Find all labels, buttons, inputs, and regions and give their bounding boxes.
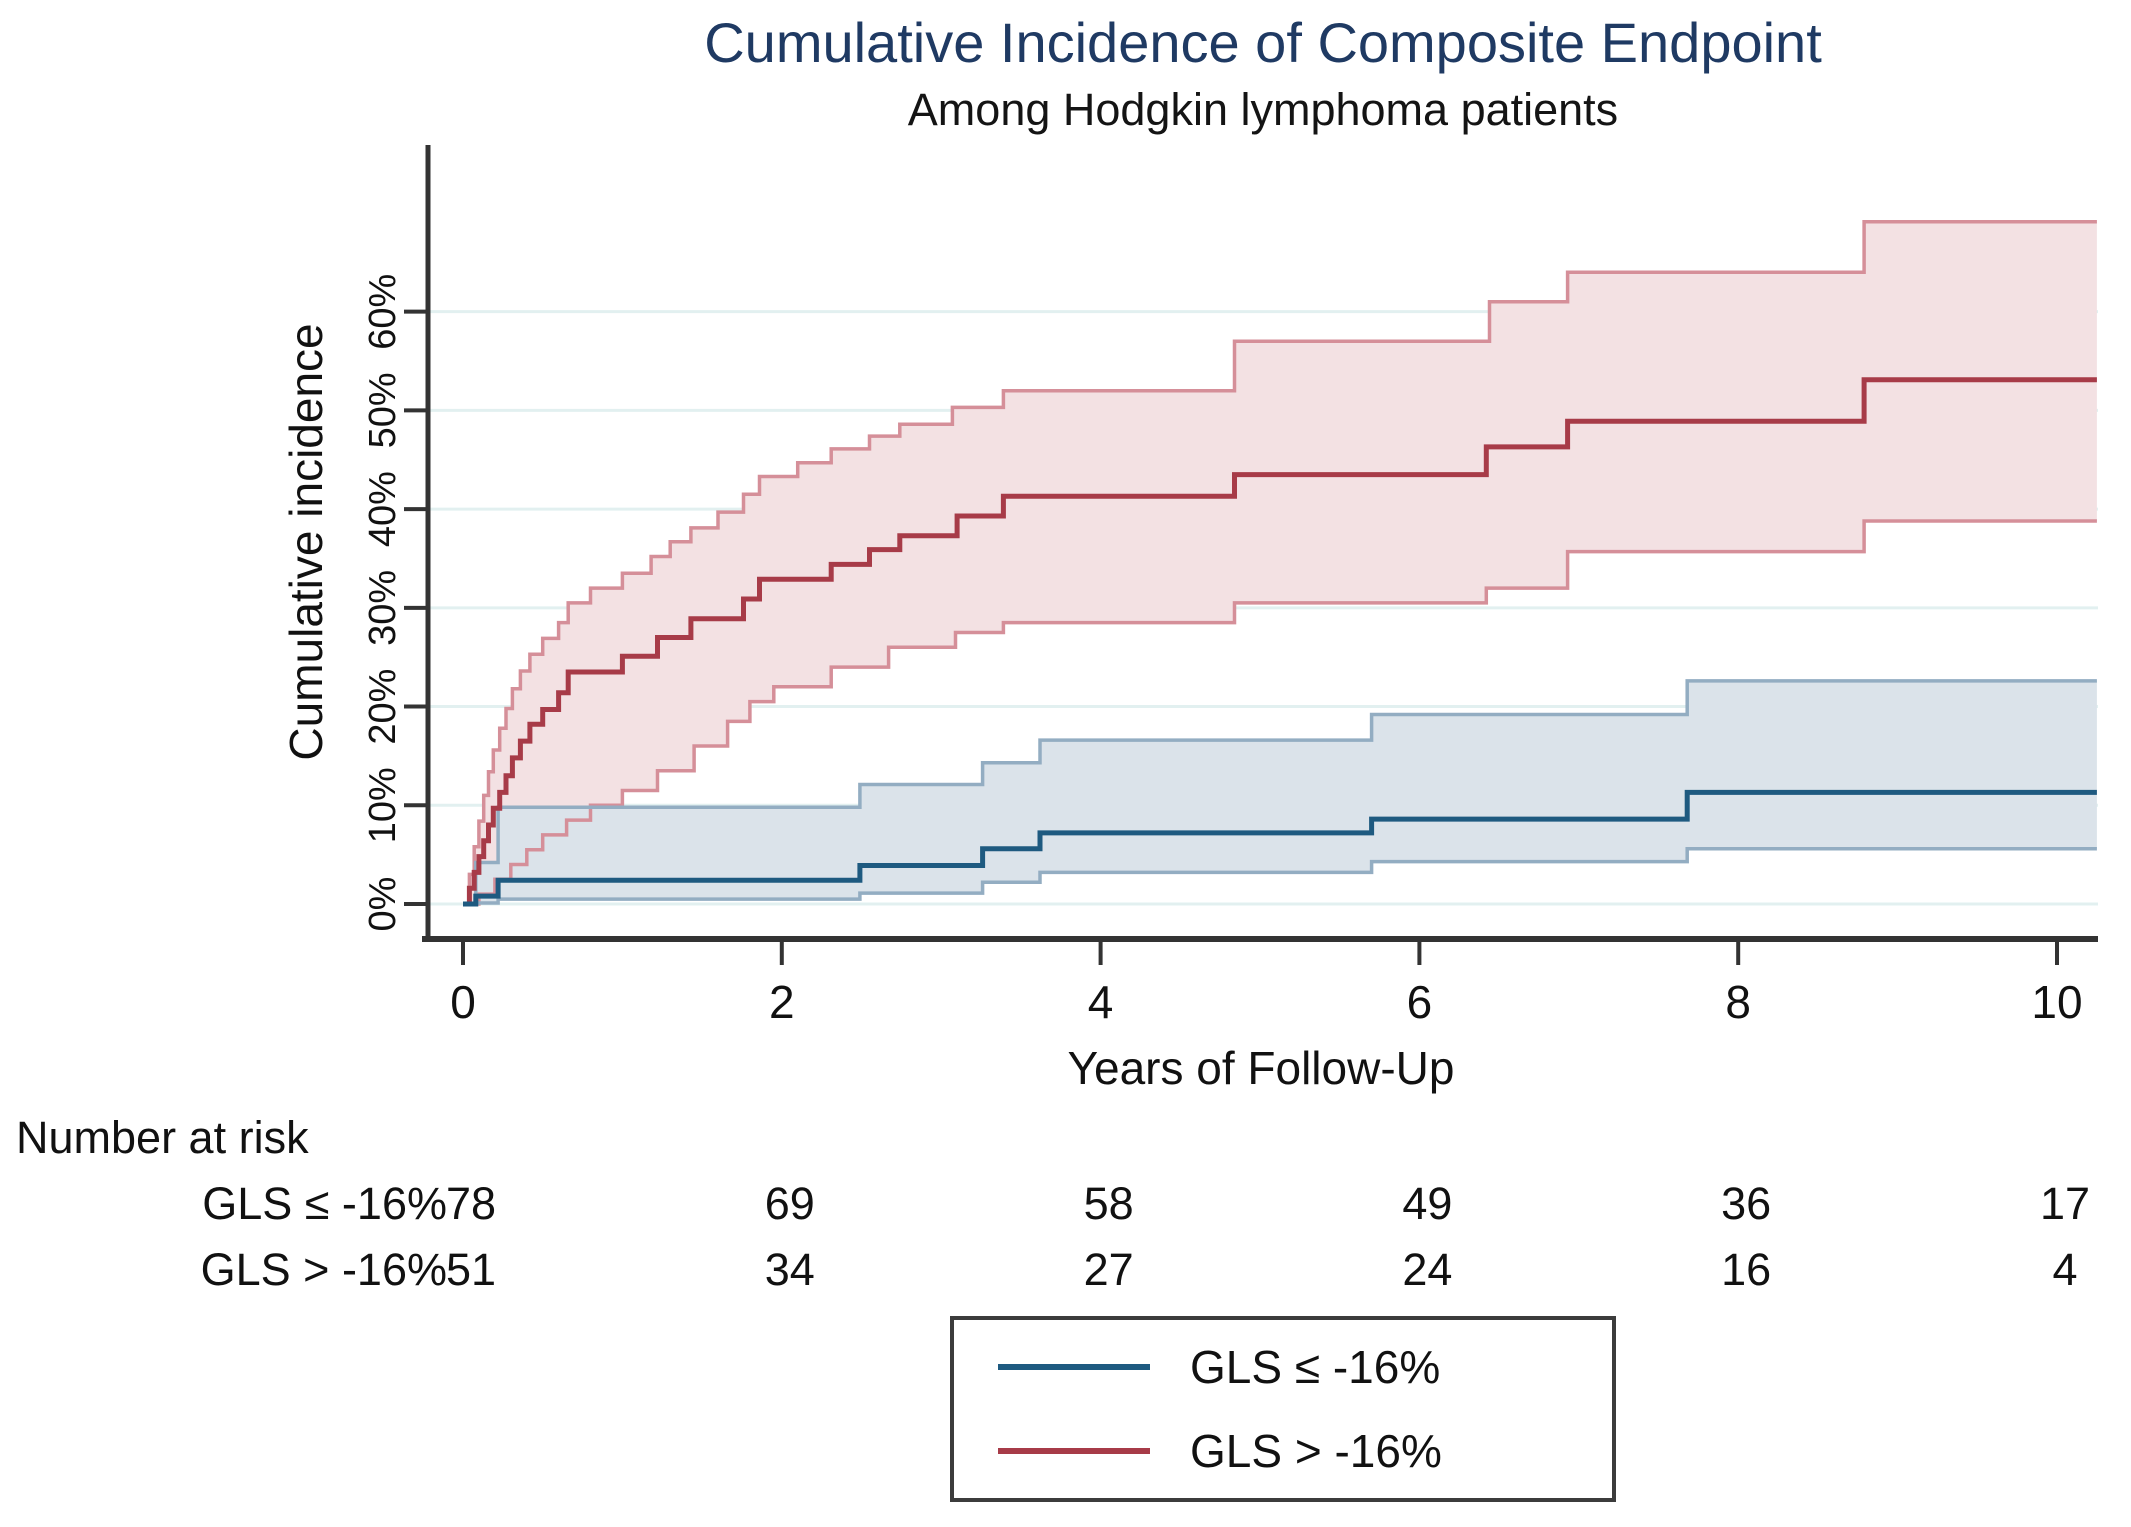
risk-row-label: GLS ≤ -16%: [202, 1178, 447, 1229]
y-tick-label: 20%: [362, 669, 404, 745]
x-tick-label: 0: [450, 976, 476, 1028]
y-tick-label: 40%: [362, 471, 404, 547]
x-tick-label: 2: [769, 976, 795, 1028]
risk-count: 34: [764, 1244, 815, 1295]
legend-box: GLS ≤ -16% GLS > -16%: [950, 1316, 1616, 1502]
legend-line-swatch: [998, 1364, 1150, 1370]
y-tick-label: 10%: [362, 767, 404, 843]
legend-item: GLS ≤ -16%: [998, 1340, 1612, 1394]
risk-count: 78: [445, 1178, 497, 1229]
chart-title: Cumulative Incidence of Composite Endpoi…: [704, 11, 1822, 74]
risk-row-label: GLS > -16%: [200, 1244, 447, 1295]
y-tick-label: 30%: [362, 570, 404, 646]
risk-count: 36: [1721, 1178, 1772, 1229]
y-tick-label: 50%: [362, 372, 404, 448]
risk-count: 17: [2039, 1178, 2091, 1229]
band-upper-edge: [463, 220, 2097, 906]
confidence-band: [463, 221, 2097, 905]
legend-item-label: GLS > -16%: [1190, 1425, 1442, 1477]
cumulative-incidence-plot: 0% 10% 20% 30% 40% 50% 60% 0 2 4 6 8 10 Years of Foll…: [280, 145, 2098, 1094]
x-tick-label: 4: [1088, 976, 1114, 1028]
y-tick-label: 0%: [362, 877, 404, 932]
legend-item-label: GLS ≤ -16%: [1190, 1341, 1441, 1393]
y-tick-label: 60%: [362, 274, 404, 350]
legend-item: GLS > -16%: [998, 1424, 1612, 1478]
risk-count: 58: [1083, 1178, 1134, 1229]
band-lower-edge: [463, 519, 2097, 906]
x-tick-label: 8: [1725, 976, 1751, 1028]
risk-count: 69: [764, 1178, 815, 1229]
y-axis-title: Cumulative incidence: [280, 323, 332, 760]
band-lower-edge: [463, 846, 2097, 906]
band-upper-edge: [463, 679, 2097, 906]
legend-line-swatch: [998, 1448, 1150, 1454]
series-line: [463, 789, 2097, 907]
x-tick-label: 6: [1407, 976, 1433, 1028]
x-tick-label: 10: [2031, 976, 2082, 1028]
risk-count: 24: [1402, 1244, 1453, 1295]
risk-table-title: Number at risk: [16, 1112, 309, 1163]
risk-count: 4: [2052, 1244, 2078, 1295]
chart-subtitle: Among Hodgkin lymphoma patients: [907, 84, 1619, 135]
risk-count: 49: [1402, 1178, 1453, 1229]
risk-count: 16: [1721, 1244, 1772, 1295]
series-line: [463, 377, 2097, 907]
risk-count: 51: [445, 1244, 497, 1295]
risk-count: 27: [1083, 1244, 1134, 1295]
x-axis-title: Years of Follow-Up: [1068, 1042, 1455, 1094]
